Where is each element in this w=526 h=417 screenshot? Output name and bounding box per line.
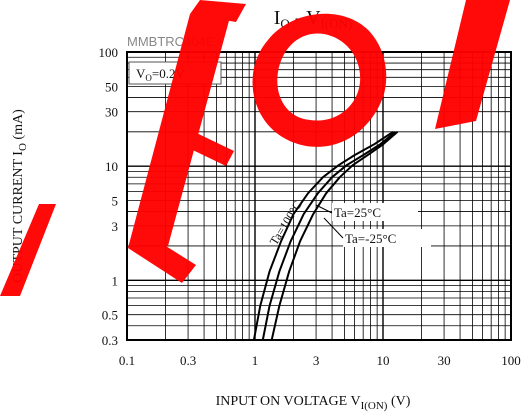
y-tick-label: 10 bbox=[105, 159, 118, 174]
xlabel-unit: (V) bbox=[387, 394, 410, 409]
x-tick-label: 1 bbox=[252, 353, 259, 368]
x-tick-label: 30 bbox=[438, 353, 451, 368]
y-tick-label: 3 bbox=[112, 219, 119, 234]
ylabel-sub: O bbox=[17, 143, 29, 151]
x-tick-label: 10 bbox=[377, 353, 390, 368]
series-line-1 bbox=[261, 131, 397, 341]
y-tick-label: 30 bbox=[105, 105, 118, 120]
watermark-overlay bbox=[0, 0, 510, 296]
title-main: I bbox=[274, 7, 281, 29]
y-tick-label: 50 bbox=[105, 79, 118, 94]
y-tick-label: 1 bbox=[112, 273, 119, 288]
ylabel-unit: (mA) bbox=[11, 109, 26, 143]
annotation-ta-m25-box bbox=[343, 229, 431, 247]
xlabel-a: INPUT ON VOLTAGE V bbox=[216, 394, 361, 409]
y-tick-label: 5 bbox=[112, 194, 119, 209]
y-tick-label: 100 bbox=[99, 45, 119, 60]
x-tick-label: 100 bbox=[501, 353, 521, 368]
series-line-0 bbox=[252, 130, 394, 341]
x-tick-labels: 0.1 0.3 1 3 10 30 100 bbox=[119, 353, 521, 368]
annotation-ta-m25: Ta=-25°C bbox=[345, 231, 396, 246]
x-tick-label: 0.1 bbox=[119, 353, 135, 368]
title-main-sub: O bbox=[280, 16, 289, 31]
plot-frame bbox=[126, 51, 512, 341]
annotation-ta-25: Ta=25°C bbox=[334, 205, 381, 220]
x-tick-label: 0.3 bbox=[180, 353, 196, 368]
y-tick-labels: 100 50 30 10 5 3 1 0.5 0.3 bbox=[99, 45, 119, 348]
y-tick-label: 0.3 bbox=[102, 333, 118, 348]
annotation-ta-25-leader bbox=[315, 204, 333, 214]
series-line-2 bbox=[270, 131, 399, 341]
x-axis-label: INPUT ON VOLTAGE VI(ON) (V) bbox=[216, 394, 411, 412]
y-tick-label: 0.5 bbox=[102, 308, 118, 323]
xlabel-sub: I(ON) bbox=[361, 400, 388, 412]
annotation-ta-25-box bbox=[332, 203, 418, 221]
annotation-ta-m25-leader bbox=[323, 217, 344, 239]
x-tick-label: 3 bbox=[313, 353, 320, 368]
series-lines bbox=[252, 130, 399, 341]
